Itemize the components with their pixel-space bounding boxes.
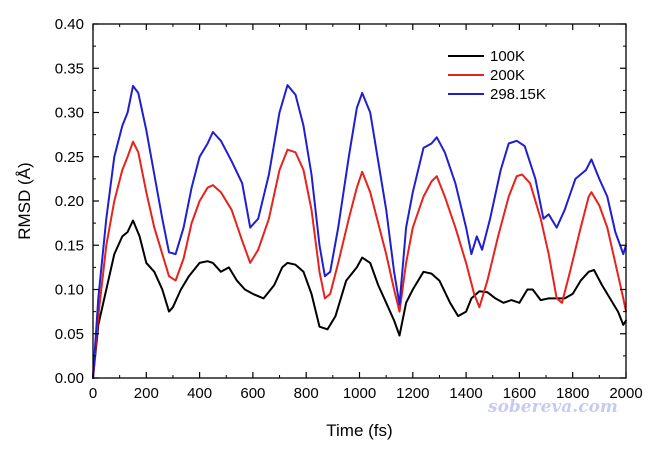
x-tick-label: 800 xyxy=(294,385,319,402)
series-line-2 xyxy=(92,84,627,379)
plot-frame xyxy=(92,23,627,379)
x-tick-label: 1800 xyxy=(556,385,589,402)
y-tick-label: 0.00 xyxy=(55,370,84,387)
y-tick-label: 0.10 xyxy=(55,282,84,299)
y-tick-label: 0.20 xyxy=(55,193,84,210)
y-tick-label: 0.15 xyxy=(55,237,84,254)
legend-label-1: 200K xyxy=(490,67,525,84)
y-axis-title: RMSD (Å) xyxy=(15,162,34,239)
x-axis-title: Time (fs) xyxy=(326,421,392,440)
y-tick-label: 0.30 xyxy=(55,105,84,122)
y-tick-label: 0.35 xyxy=(55,60,84,77)
series-layer xyxy=(92,84,627,379)
series-line-0 xyxy=(92,219,627,379)
legend-label-0: 100K xyxy=(490,48,525,65)
series-line-1 xyxy=(92,140,627,379)
x-tick-label: 1600 xyxy=(503,385,536,402)
y-tick-label: 0.25 xyxy=(55,149,84,166)
x-tick-label: 1200 xyxy=(396,385,429,402)
x-tick-label: 200 xyxy=(134,385,159,402)
x-tick-label: 600 xyxy=(240,385,265,402)
x-tick-label: 2000 xyxy=(609,385,642,402)
y-tick-label: 0.05 xyxy=(55,326,84,343)
x-tick-label: 1000 xyxy=(343,385,376,402)
ticks-layer: 0 200 400 600 800 1000 1200 1400 1600 1800 2000 0.0… xyxy=(55,16,643,402)
x-tick-label: 1400 xyxy=(449,385,482,402)
legend: 100K 200K 298.15K xyxy=(448,48,546,103)
legend-label-2: 298.15K xyxy=(490,86,546,103)
x-tick-label: 400 xyxy=(187,385,212,402)
x-tick-label: 0 xyxy=(89,385,97,402)
watermark: sobereva.com xyxy=(487,397,618,417)
y-tick-label: 0.40 xyxy=(55,16,84,33)
